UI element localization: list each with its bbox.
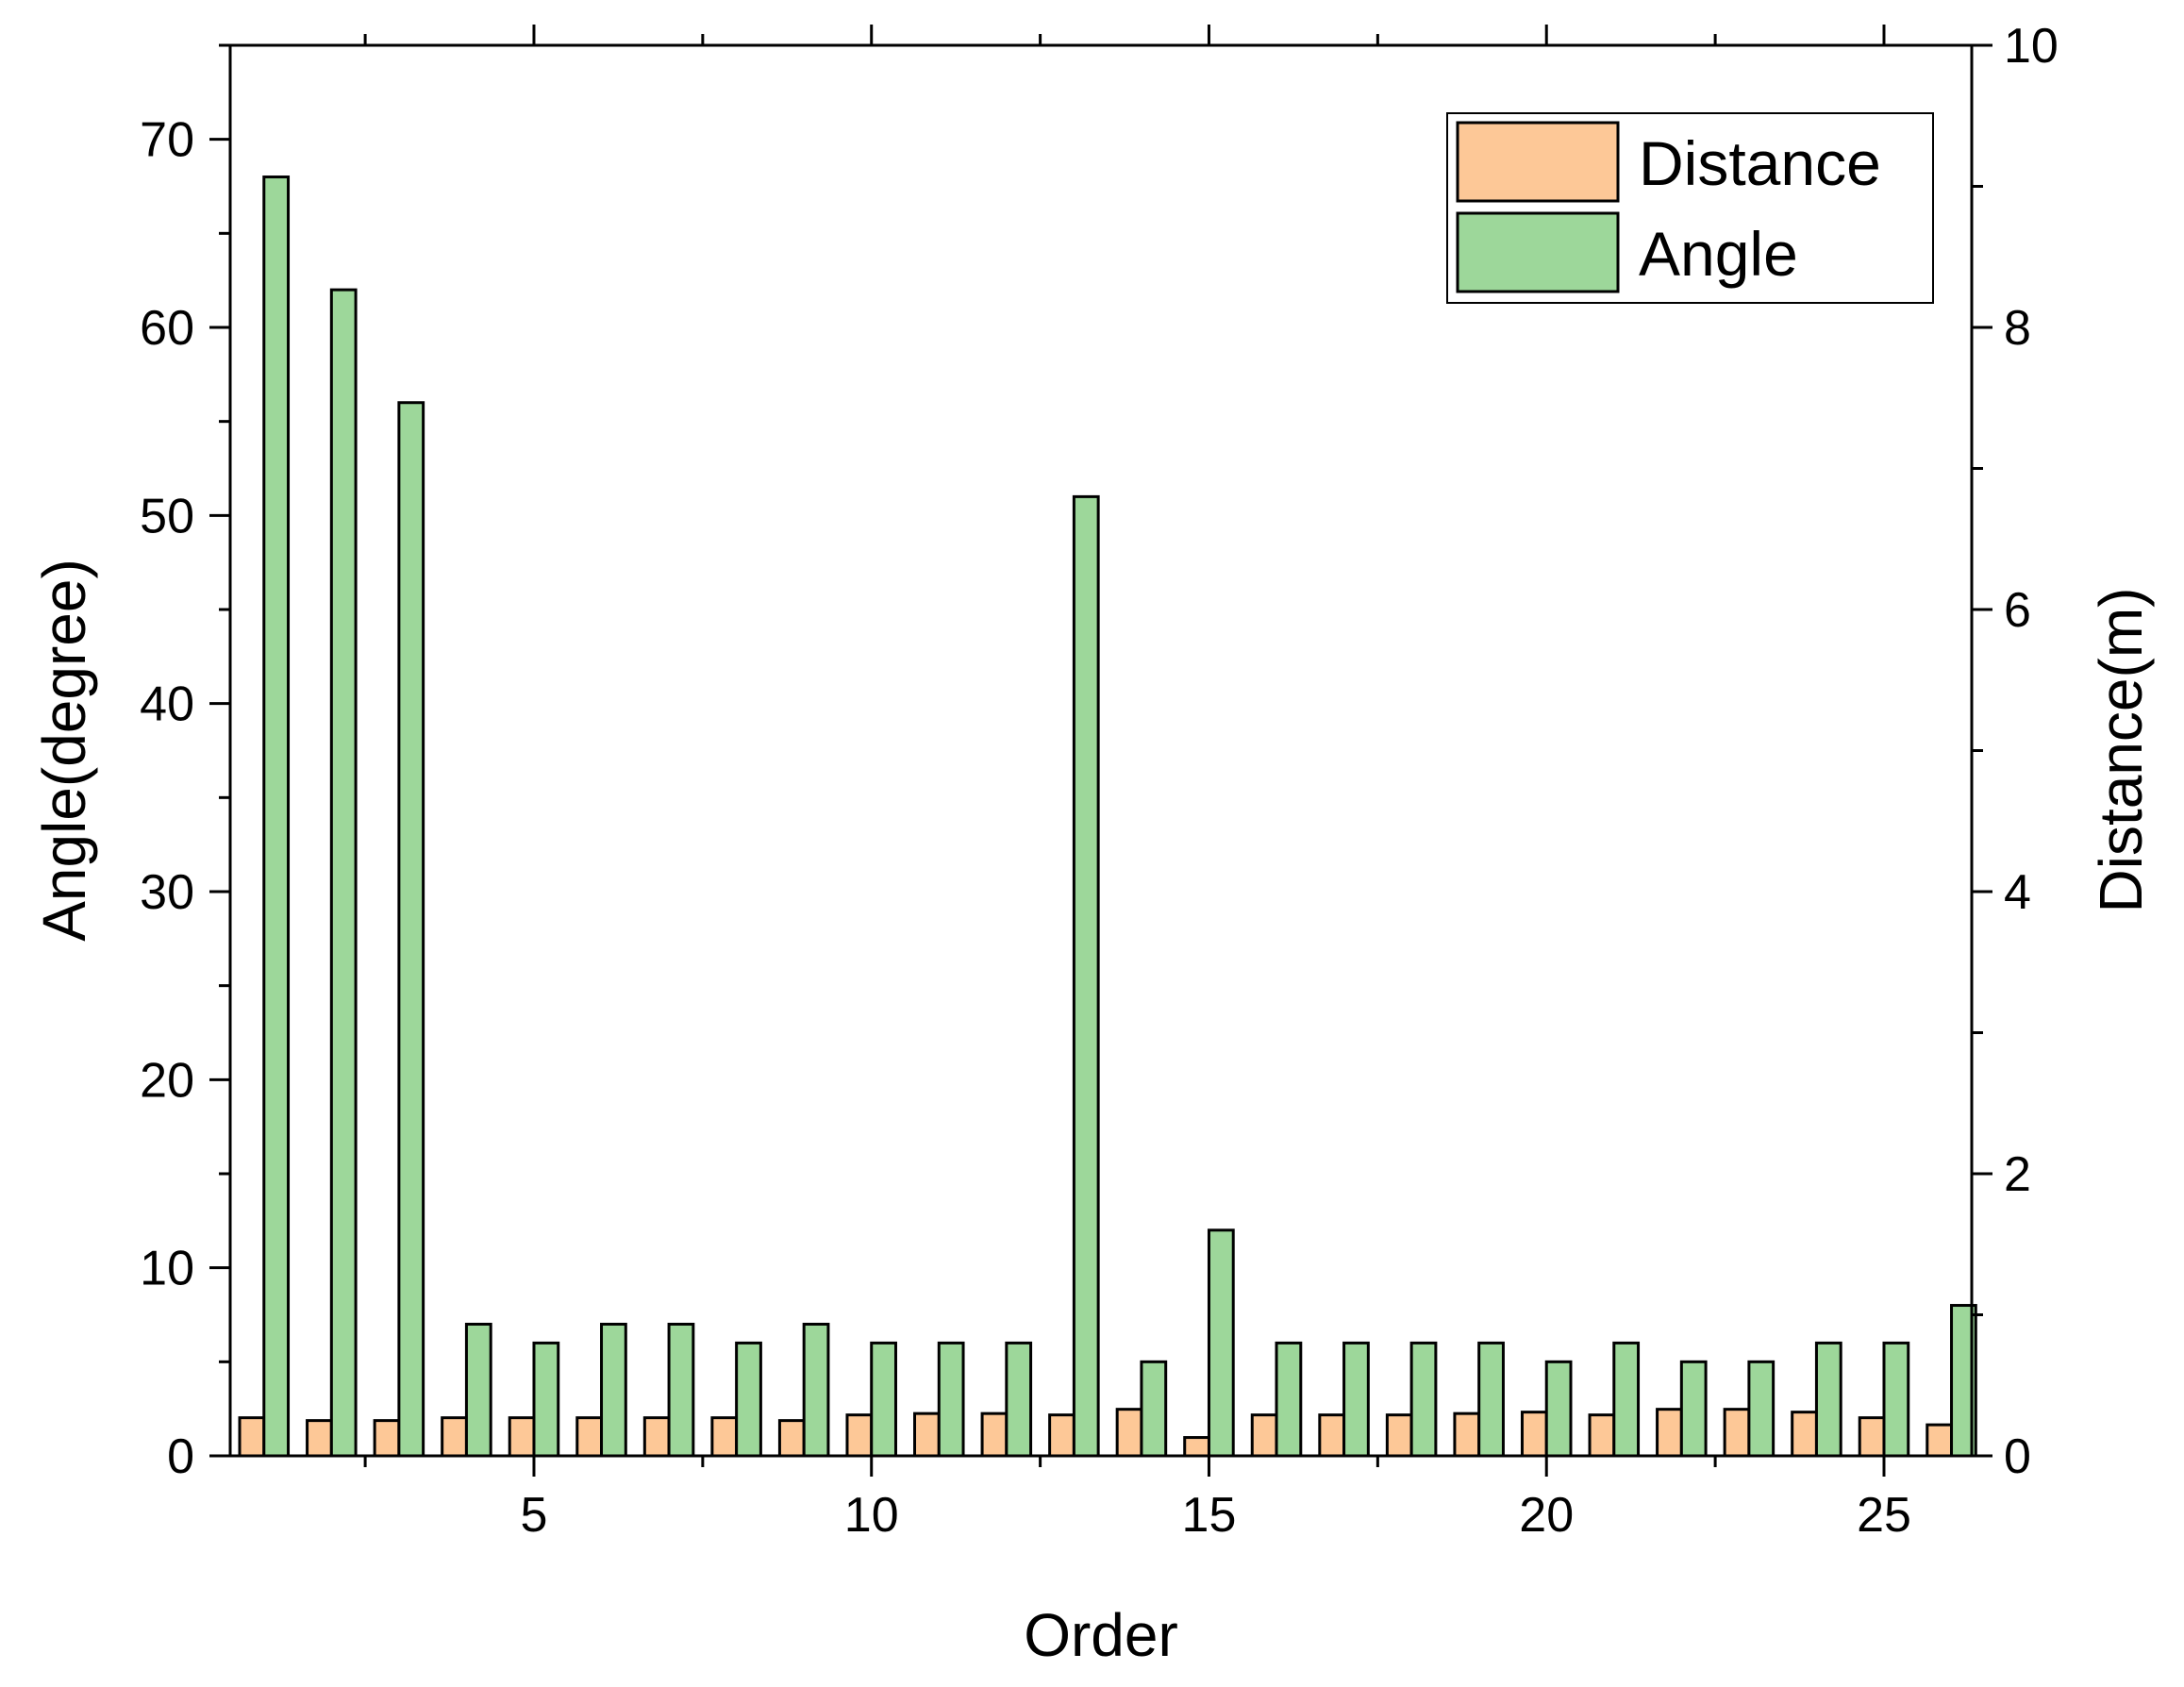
bar-distance-6 — [575, 1416, 604, 1458]
bar-angle-14 — [1140, 1360, 1168, 1458]
bar-angle-21 — [1612, 1341, 1641, 1458]
bar-angle-10 — [870, 1341, 897, 1458]
legend-label-distance: Distance — [1639, 128, 1881, 198]
bar-angle-25 — [1882, 1341, 1910, 1458]
bar-distance-14 — [1115, 1408, 1143, 1458]
bar-angle-13 — [1072, 494, 1100, 1458]
bar-distance-12 — [980, 1411, 1009, 1458]
bar-angle-2 — [329, 288, 358, 1458]
bar-distance-26 — [1926, 1423, 1954, 1458]
bar-distance-24 — [1791, 1411, 1818, 1458]
bar-distance-17 — [1318, 1413, 1346, 1458]
bar-angle-7 — [667, 1322, 695, 1458]
legend-swatch-angle — [1456, 211, 1620, 293]
bar-angle-15 — [1207, 1228, 1235, 1458]
legend-swatch-distance — [1456, 121, 1620, 203]
right-tick-label: 6 — [2004, 583, 2031, 638]
left-tick-label: 0 — [167, 1429, 194, 1484]
bar-distance-15 — [1183, 1436, 1210, 1458]
bar-angle-9 — [802, 1322, 830, 1458]
bar-distance-13 — [1048, 1413, 1075, 1458]
right-axis-title: Distance(m) — [2087, 588, 2155, 913]
bar-distance-16 — [1250, 1413, 1278, 1458]
right-tick-label: 0 — [2004, 1429, 2031, 1484]
x-tick-label: 10 — [844, 1488, 899, 1543]
bar-distance-21 — [1588, 1413, 1616, 1458]
bar-angle-18 — [1409, 1341, 1438, 1458]
bar-distance-20 — [1520, 1411, 1548, 1458]
bar-distance-7 — [642, 1416, 671, 1458]
bar-angle-24 — [1814, 1341, 1842, 1458]
x-axis-ticks: 5 10 15 20 25 — [363, 25, 1911, 1543]
left-axis-ticks: 0 10 20 30 40 50 60 70 — [140, 43, 230, 1484]
left-tick-label: 70 — [140, 113, 194, 168]
bar-angle-3 — [397, 401, 425, 1458]
x-tick-label: 5 — [521, 1488, 548, 1543]
bar-angle-16 — [1275, 1341, 1303, 1458]
angle-bars — [262, 175, 1977, 1458]
bar-distance-1 — [238, 1416, 266, 1458]
x-tick-label: 15 — [1182, 1488, 1237, 1543]
bar-angle-5 — [532, 1341, 560, 1458]
x-axis-title: Order — [1024, 1601, 1178, 1669]
x-tick-label: 20 — [1519, 1488, 1574, 1543]
bar-distance-4 — [441, 1416, 468, 1458]
bar-angle-6 — [600, 1322, 627, 1458]
bar-angle-17 — [1342, 1341, 1370, 1458]
left-tick-label: 20 — [140, 1053, 194, 1108]
legend-label-angle: Angle — [1639, 219, 1798, 289]
distance-bars — [238, 1408, 1954, 1458]
bar-angle-4 — [464, 1322, 492, 1458]
right-tick-label: 10 — [2004, 19, 2059, 74]
bar-distance-23 — [1723, 1408, 1751, 1458]
bar-angle-22 — [1679, 1360, 1708, 1458]
left-tick-label: 40 — [140, 677, 194, 732]
bar-angle-12 — [1005, 1341, 1033, 1458]
bar-distance-9 — [777, 1419, 806, 1458]
right-tick-label: 4 — [2004, 865, 2031, 920]
bar-distance-18 — [1385, 1413, 1413, 1458]
bar-distance-2 — [306, 1419, 333, 1458]
right-tick-label: 2 — [2004, 1147, 2031, 1202]
bar-distance-22 — [1656, 1408, 1683, 1458]
bar-angle-20 — [1544, 1360, 1573, 1458]
right-tick-label: 8 — [2004, 301, 2031, 356]
bar-distance-10 — [845, 1413, 874, 1458]
bar-angle-8 — [735, 1341, 762, 1458]
bar-angle-23 — [1747, 1360, 1776, 1458]
legend: Distance Angle — [1446, 112, 1934, 304]
left-tick-label: 30 — [140, 865, 194, 920]
left-axis-title: Angle(degree) — [30, 559, 98, 942]
bar-angle-19 — [1477, 1341, 1505, 1458]
left-tick-label: 50 — [140, 489, 194, 543]
bar-distance-25 — [1858, 1416, 1886, 1458]
bar-distance-3 — [373, 1419, 401, 1458]
bar-distance-19 — [1453, 1411, 1481, 1458]
bar-distance-11 — [913, 1411, 941, 1458]
left-tick-label: 60 — [140, 301, 194, 356]
left-tick-label: 10 — [140, 1242, 194, 1296]
bar-distance-8 — [710, 1416, 739, 1458]
bar-distance-5 — [508, 1416, 536, 1458]
bar-angle-1 — [262, 175, 291, 1458]
bar-angle-11 — [937, 1341, 965, 1458]
right-axis-ticks: 0 2 4 6 8 10 — [1972, 19, 2059, 1484]
x-tick-label: 25 — [1857, 1488, 1911, 1543]
